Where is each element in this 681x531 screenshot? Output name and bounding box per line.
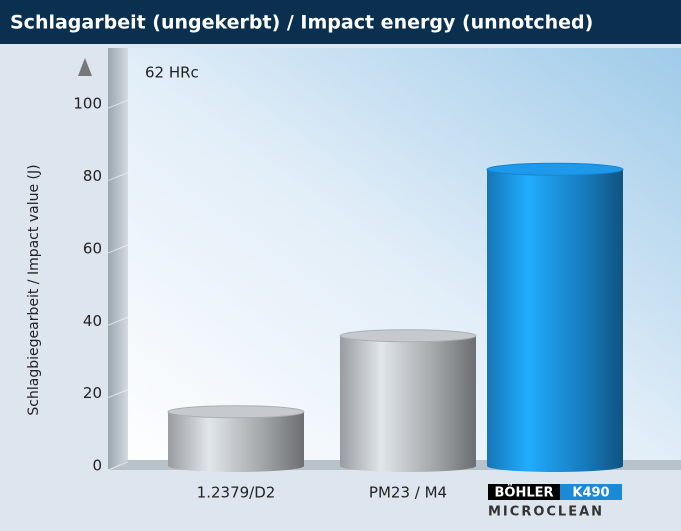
y-tick-label: 100: [73, 95, 102, 113]
x-tick-label: PM23 / M4: [369, 484, 447, 502]
annotation: 62 HRc: [145, 64, 199, 82]
chart-title: Schlagarbeit (ungekerbt) / Impact energy…: [10, 12, 593, 34]
logo-line: MICROCLEAN: [488, 505, 604, 520]
bar: [487, 169, 623, 473]
logo-grade-box: [560, 484, 622, 500]
grid-line: [107, 316, 129, 326]
grid-line: [107, 172, 129, 182]
grid-line: [107, 461, 129, 471]
grid-line: [107, 389, 129, 399]
x-tick-label: 1.2379/D2: [197, 484, 276, 502]
left-wall: [108, 48, 128, 470]
logo-brand: BÖHLER: [494, 485, 553, 501]
bar-top: [167, 405, 305, 419]
y-axis-label: Schlagbiegearbeit / Impact value (J): [26, 164, 42, 415]
y-tick-label: 60: [83, 239, 102, 257]
y-tick-label: 20: [83, 384, 102, 402]
title-bar: [0, 0, 681, 44]
bar: [340, 335, 476, 472]
axis-arrow: [78, 58, 92, 76]
bar: [168, 411, 304, 472]
logo-grade: K490: [572, 486, 609, 501]
bar-top: [486, 162, 624, 176]
grid-line: [107, 244, 129, 254]
logo-brand-box: [488, 484, 560, 500]
y-tick-label: 0: [92, 457, 102, 475]
bar-top: [339, 329, 477, 343]
y-tick-label: 80: [83, 167, 102, 185]
grid-line: [107, 99, 129, 109]
y-tick-label: 40: [83, 312, 102, 330]
